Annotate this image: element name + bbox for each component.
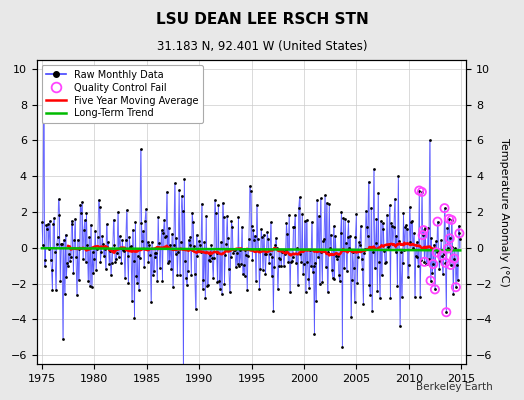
Point <box>427 278 435 284</box>
Point <box>418 189 426 195</box>
Point <box>452 284 460 290</box>
Point <box>420 259 429 265</box>
Point <box>419 227 428 233</box>
Point <box>447 217 456 223</box>
Point <box>442 309 451 316</box>
Text: 31.183 N, 92.401 W (United States): 31.183 N, 92.401 W (United States) <box>157 40 367 53</box>
Point <box>455 230 464 236</box>
Point <box>446 262 455 268</box>
Point <box>429 261 438 267</box>
Point <box>433 218 442 225</box>
Point <box>438 253 446 259</box>
Point <box>419 232 427 238</box>
Point <box>445 216 453 222</box>
Text: LSU DEAN LEE RSCH STN: LSU DEAN LEE RSCH STN <box>156 12 368 27</box>
Legend: Raw Monthly Data, Quality Control Fail, Five Year Moving Average, Long-Term Tren: Raw Monthly Data, Quality Control Fail, … <box>41 65 203 123</box>
Text: Berkeley Earth: Berkeley Earth <box>416 382 493 392</box>
Point <box>441 260 450 266</box>
Point <box>432 249 441 256</box>
Point <box>440 205 449 211</box>
Point <box>415 187 423 194</box>
Point <box>450 256 458 262</box>
Point <box>444 245 452 252</box>
Y-axis label: Temperature Anomaly (°C): Temperature Anomaly (°C) <box>499 138 509 286</box>
Point <box>445 235 454 242</box>
Point <box>431 286 439 292</box>
